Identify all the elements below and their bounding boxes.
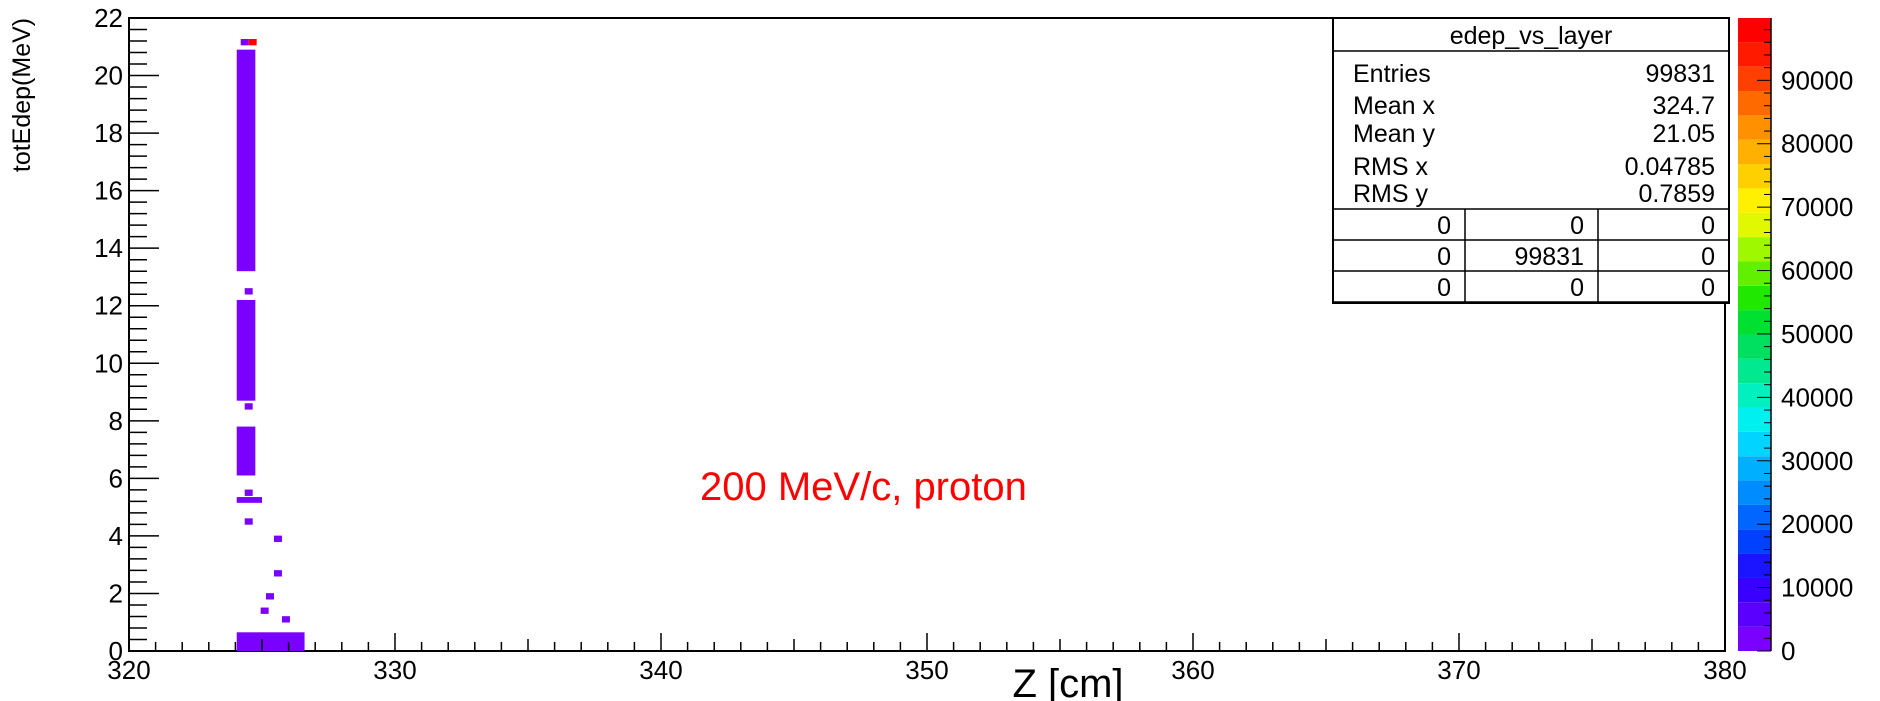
y-tick-label: 2 — [109, 578, 123, 608]
palette-tick-label: 10000 — [1781, 573, 1853, 603]
palette-tick-label: 80000 — [1781, 129, 1853, 159]
palette-bin — [1738, 577, 1771, 603]
palette-bin — [1738, 358, 1771, 384]
histogram-cell — [236, 49, 256, 272]
x-tick-label: 380 — [1703, 655, 1746, 685]
palette-bin — [1738, 115, 1771, 140]
stats-table-cell: 0 — [1437, 243, 1451, 271]
stats-box: edep_vs_layer Entries 99831 Mean x 324.7 Mean… — [1332, 17, 1730, 304]
histogram-cell — [244, 403, 253, 410]
palette-tick-label: 60000 — [1781, 256, 1853, 286]
histogram-cell — [236, 426, 256, 476]
palette-tick-label: 50000 — [1781, 319, 1853, 349]
palette-bin — [1738, 553, 1771, 578]
palette-bin — [1738, 431, 1771, 457]
histogram-cell — [273, 535, 282, 542]
histogram-cell — [260, 607, 269, 614]
x-axis-label: Z [cm] — [1012, 662, 1123, 701]
x-tick-label: 340 — [639, 655, 682, 685]
palette-bin — [1738, 66, 1771, 92]
palette-bin — [1738, 285, 1771, 311]
palette-bin — [1738, 383, 1771, 408]
stats-box-frame — [1332, 17, 1730, 304]
stats-label: RMS x — [1353, 153, 1429, 181]
x-axis: 320 330 340 350 360 370 380 — [107, 633, 1747, 685]
palette-bin — [1738, 480, 1771, 505]
palette-bin — [1738, 407, 1771, 432]
histogram-cell — [236, 497, 262, 503]
palette-tick-label: 90000 — [1781, 65, 1853, 95]
palette-bin — [1738, 91, 1771, 116]
stats-table-cell: 0 — [1570, 212, 1584, 240]
stats-value: 0.04785 — [1625, 153, 1715, 181]
palette-bin — [1738, 504, 1771, 530]
palette-bin — [1738, 18, 1771, 43]
stats-table-cell: 0 — [1701, 212, 1715, 240]
stats-value: 0.7859 — [1639, 180, 1715, 208]
histogram-cell — [240, 39, 249, 46]
stats-box-title: edep_vs_layer — [1450, 22, 1613, 50]
stats-table-cell: 0 — [1437, 212, 1451, 240]
palette-bin — [1738, 626, 1771, 651]
y-tick-label: 12 — [94, 291, 123, 321]
palette-bin — [1738, 310, 1771, 335]
histogram-cell — [265, 593, 274, 600]
y-axis: 0 2 4 6 8 10 12 14 16 18 20 22 — [94, 3, 159, 666]
histogram-cell — [236, 299, 256, 401]
palette-bin — [1738, 212, 1771, 238]
x-tick-label: 320 — [107, 655, 150, 685]
histogram-cell — [244, 288, 253, 295]
y-tick-label: 6 — [109, 463, 123, 493]
stats-table-cell: 0 — [1570, 274, 1584, 302]
x-tick-label: 370 — [1437, 655, 1480, 685]
stats-table-cell: 0 — [1701, 243, 1715, 271]
stats-label: Mean y — [1353, 120, 1435, 148]
stats-label: RMS y — [1353, 180, 1429, 208]
x-tick-label: 330 — [373, 655, 416, 685]
y-tick-label: 10 — [94, 348, 123, 378]
stats-value: 324.7 — [1652, 92, 1715, 120]
histogram-cell — [281, 616, 290, 623]
histogram-cell — [244, 489, 253, 496]
x-tick-label: 360 — [1171, 655, 1214, 685]
histogram-cell — [248, 39, 257, 46]
annotation-label: 200 MeV/c, proton — [700, 465, 1027, 509]
y-tick-label: 20 — [94, 61, 123, 91]
histogram-cell — [273, 570, 282, 577]
y-tick-label: 18 — [94, 118, 123, 148]
y-tick-label: 4 — [109, 521, 123, 551]
palette-tick-label: 40000 — [1781, 382, 1853, 412]
stats-table-cell: 99831 — [1514, 243, 1584, 271]
y-tick-label: 16 — [94, 176, 123, 206]
stats-value: 21.05 — [1652, 120, 1715, 148]
histogram-cell — [236, 632, 305, 651]
palette-tick-label: 20000 — [1781, 509, 1853, 539]
x-tick-label: 350 — [905, 655, 948, 685]
palette-tick-label: 70000 — [1781, 192, 1853, 222]
palette-bin — [1738, 261, 1771, 286]
palette-bin — [1738, 602, 1771, 627]
histogram-cell — [244, 518, 253, 525]
stats-table-cell: 0 — [1701, 274, 1715, 302]
stats-table-cell: 0 — [1437, 274, 1451, 302]
palette-tick-label: 0 — [1781, 636, 1795, 666]
color-palette: 0 10000 20000 30000 40000 50000 60000 70000 8000… — [1738, 18, 1853, 666]
palette-tick-label: 30000 — [1781, 446, 1853, 476]
y-tick-label: 0 — [109, 636, 123, 666]
stats-value: 99831 — [1645, 60, 1715, 88]
y-tick-label: 8 — [109, 406, 123, 436]
palette-bin — [1738, 456, 1771, 481]
y-axis-label: totEdep(MeV) — [8, 18, 36, 172]
stats-label: Mean x — [1353, 92, 1435, 120]
y-tick-label: 14 — [94, 233, 123, 263]
palette-bin — [1738, 188, 1771, 213]
stats-label: Entries — [1353, 60, 1431, 88]
histogram-cells — [236, 39, 305, 651]
palette-bin — [1738, 164, 1771, 189]
y-tick-label: 22 — [94, 3, 123, 33]
